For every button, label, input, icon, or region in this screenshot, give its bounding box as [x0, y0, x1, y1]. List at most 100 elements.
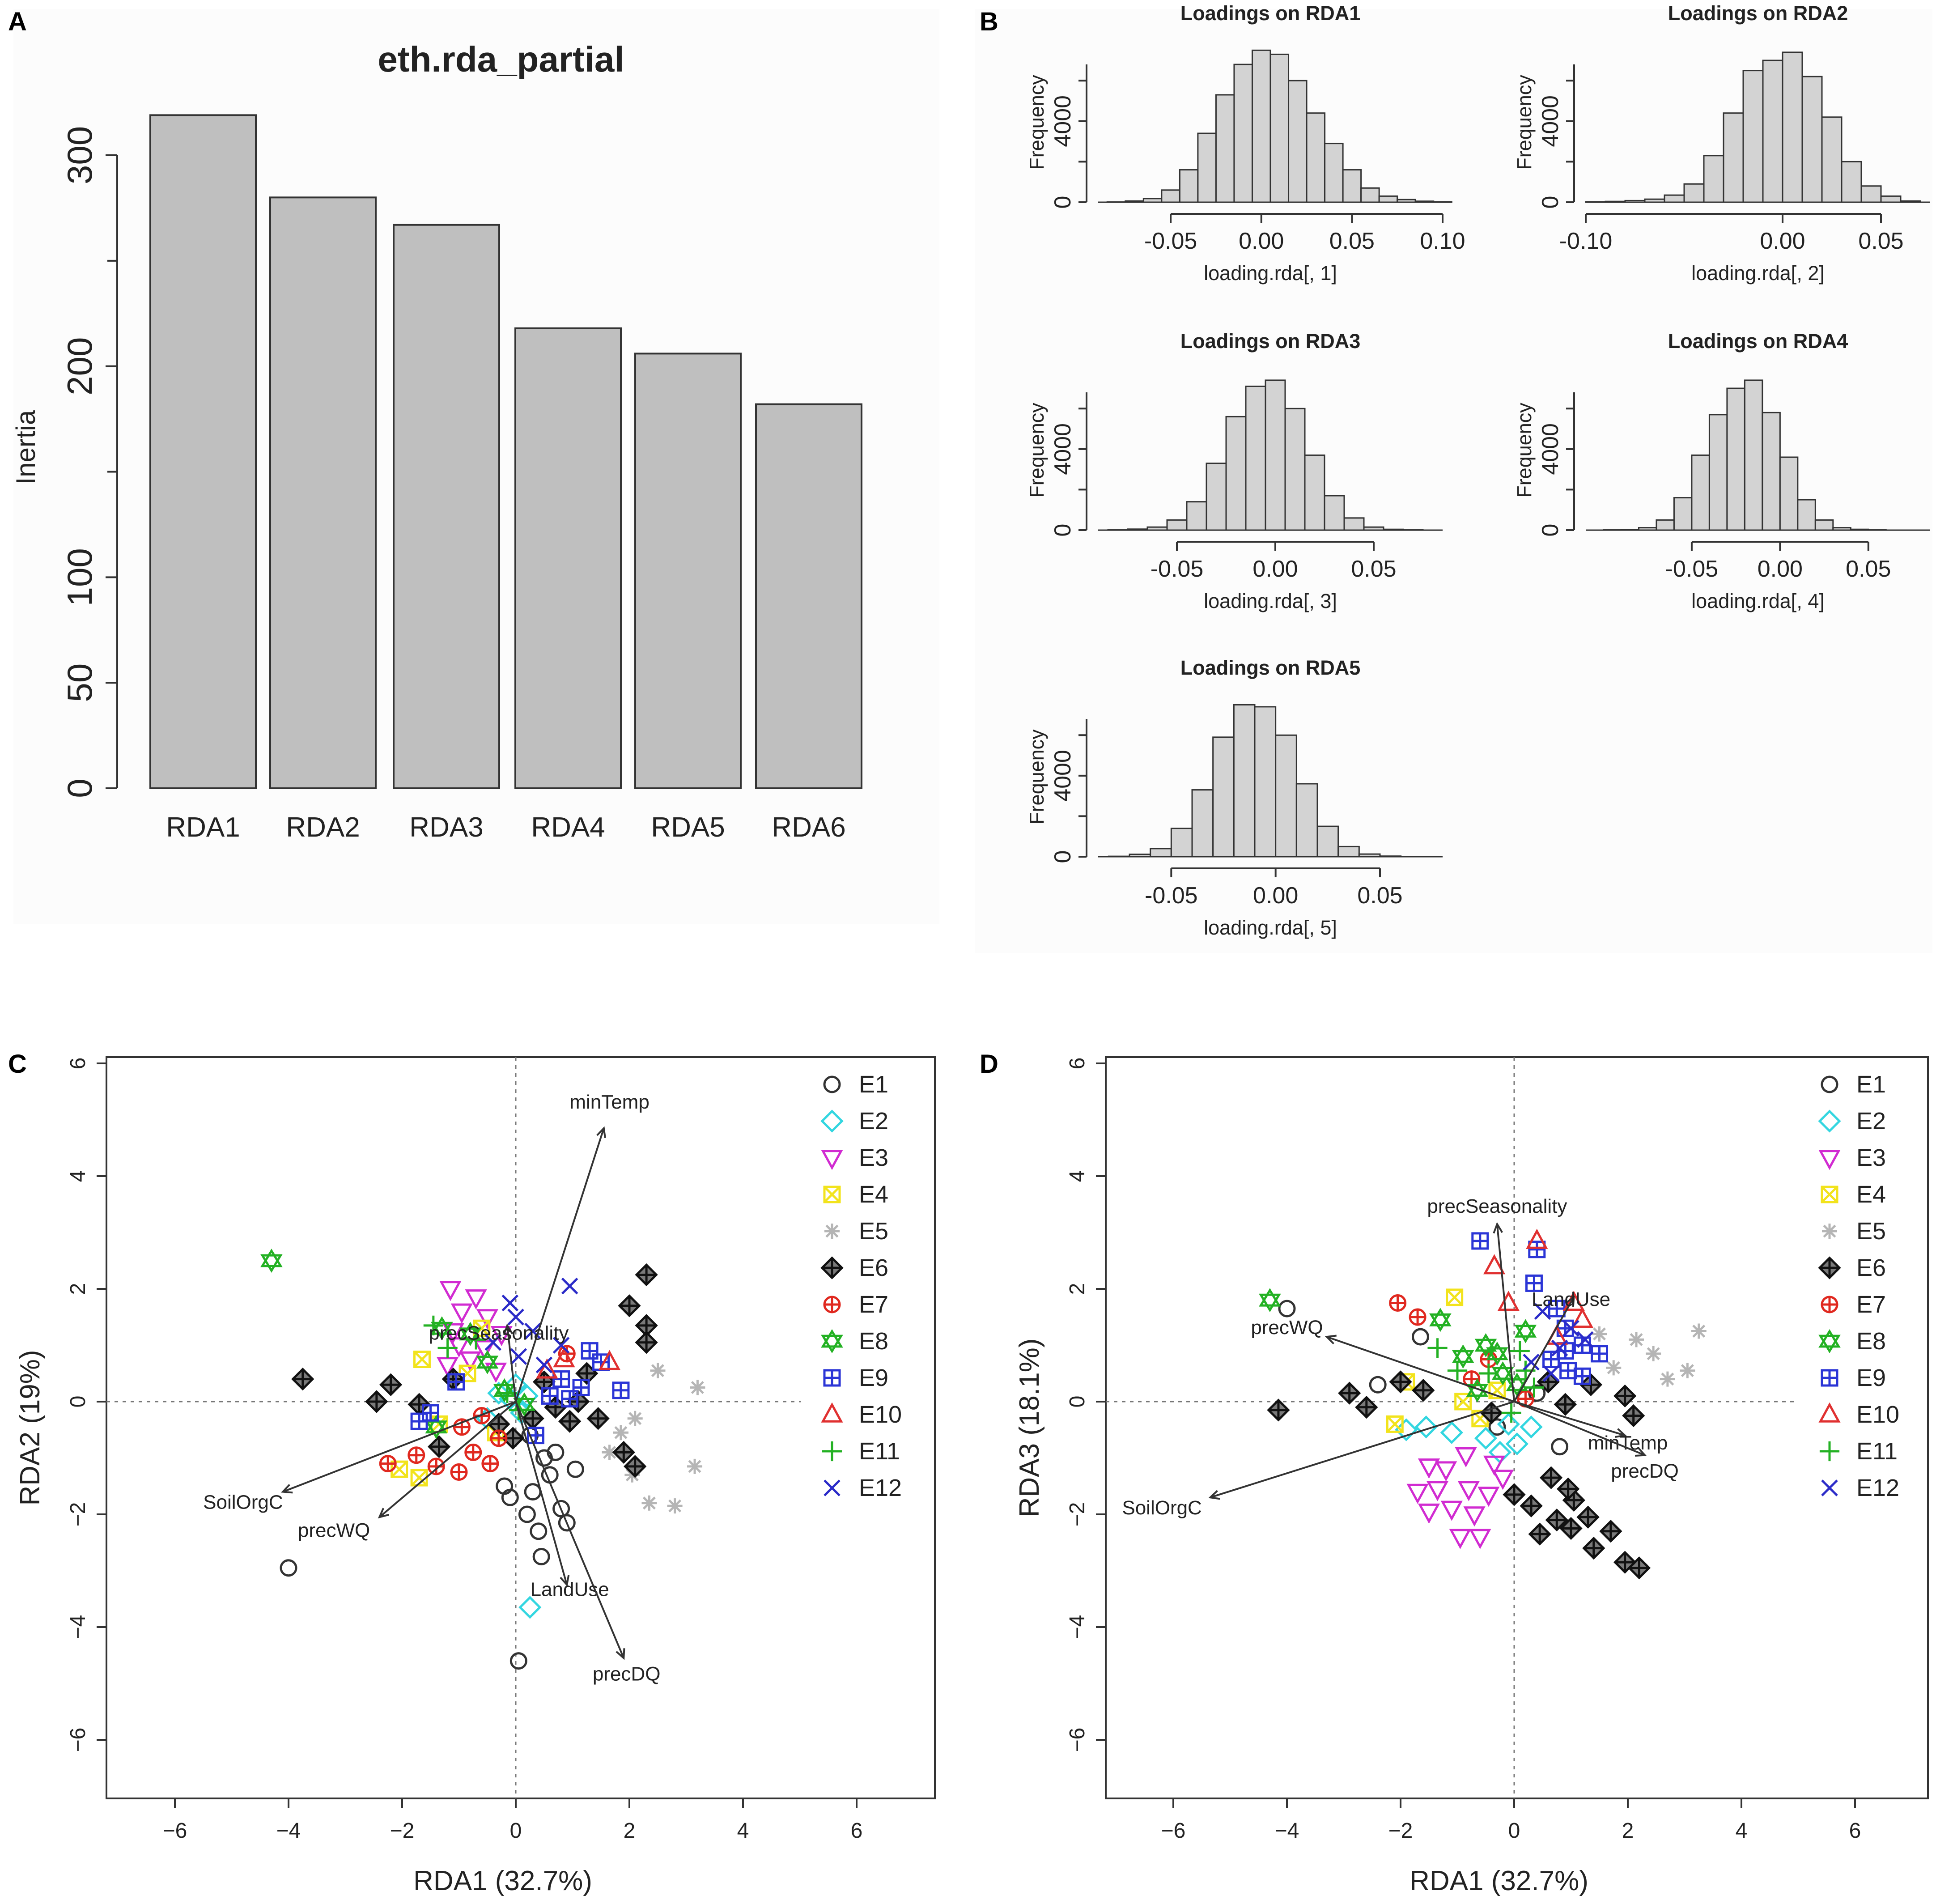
histogram-bar: [1832, 527, 1851, 531]
point-mark: [1491, 1361, 1514, 1380]
histogram-x-tick-label: -0.05: [1145, 883, 1198, 909]
vector-precseasonality: precSeasonality: [1427, 1195, 1567, 1402]
point-mark: [491, 1430, 506, 1446]
data-point: [1528, 1522, 1551, 1546]
point-mark: [824, 1479, 841, 1496]
histogram-bar: [1691, 454, 1710, 531]
data-point: [1406, 1483, 1429, 1504]
x-tick-label: −2: [1388, 1819, 1413, 1843]
histogram-ylabel: Frequency: [1025, 403, 1048, 498]
histogram-bar: [1624, 200, 1646, 203]
data-point: [1582, 1536, 1605, 1560]
point-mark: [1606, 1360, 1622, 1376]
point-mark: [542, 1388, 558, 1404]
histogram-bar: [1797, 499, 1816, 531]
point-mark: [1818, 1329, 1841, 1348]
point-mark: [1491, 1367, 1514, 1386]
point-mark: [1435, 1461, 1457, 1482]
data-point: [612, 1441, 635, 1464]
histogram-bar: [1723, 112, 1744, 203]
data-point: [1821, 1479, 1838, 1496]
data-point: [1554, 1393, 1577, 1416]
point-mark: [1680, 1363, 1695, 1378]
point-mark: [824, 1370, 840, 1386]
point-mark: [497, 1383, 518, 1403]
x-tick-label: 4: [1736, 1819, 1748, 1843]
point-mark: [1818, 1109, 1841, 1133]
vectors-layer: minTemp precSeasonality SoilOrgC precWQ Land…: [203, 1091, 660, 1685]
data-point: [1660, 1371, 1675, 1387]
point-mark: [553, 1347, 575, 1368]
data-point: [624, 1455, 647, 1478]
data-point: [823, 1369, 841, 1387]
legend-label-e7: E7: [859, 1291, 888, 1318]
histogram-rda1: Loadings on RDA1 -0.05 0.00 0.05 0.10 loading…: [1025, 2, 1465, 285]
legend-label-e5: E5: [1856, 1218, 1886, 1245]
histogram-rda5: Loadings on RDA5 -0.05 0.00 0.05 loading.rda…: [1025, 656, 1443, 939]
point-mark: [448, 1337, 470, 1358]
histogram-bar: [1703, 155, 1724, 203]
x-tick-label: 4: [737, 1819, 749, 1843]
point-mark: [459, 1351, 482, 1372]
data-point: [1821, 1296, 1838, 1313]
data-point: [510, 1348, 527, 1365]
point-mark: [260, 1249, 283, 1267]
data-point: [509, 1652, 527, 1670]
histogram-bar: [1197, 132, 1217, 203]
panel-label-c: C: [8, 1050, 27, 1079]
legend-label-e1: E1: [859, 1071, 888, 1098]
histogram-bar: [1397, 199, 1416, 203]
point-mark: [561, 1277, 578, 1295]
data-point: [1526, 1228, 1548, 1249]
point-mark: [411, 1469, 428, 1486]
point-mark: [413, 1351, 431, 1368]
data-point: [1576, 1505, 1600, 1529]
data-point: [291, 1367, 314, 1391]
histogram-y-tick-label: 0: [1537, 524, 1563, 537]
data-point: [602, 1445, 617, 1460]
point-mark: [1474, 1333, 1497, 1352]
data-point: [490, 1326, 513, 1347]
vector-line: [1210, 1401, 1515, 1499]
point-mark: [1504, 1484, 1524, 1504]
data-point: [436, 1357, 459, 1377]
histogram-title: Loadings on RDA1: [1180, 2, 1361, 25]
vector-soilorgc: SoilOrgC: [1122, 1401, 1515, 1519]
point-mark: [451, 1464, 467, 1480]
data-point: [1545, 1508, 1568, 1532]
point-mark: [510, 1348, 527, 1365]
data-point: [476, 1350, 499, 1374]
point-mark: [413, 1351, 431, 1368]
point-mark: [1592, 1346, 1607, 1361]
legend: E1 E2 E3 E4 E5 E6 E7 E8 E9 E10 E11 E12: [820, 1071, 902, 1501]
histogram-bar: [1860, 185, 1882, 203]
x-axis-label: RDA1 (32.7%): [1410, 1866, 1588, 1896]
legend-label-e3: E3: [1856, 1144, 1886, 1171]
data-point: [1819, 1441, 1840, 1462]
vector-label: precDQ: [593, 1663, 661, 1685]
data-point: [1520, 1494, 1543, 1517]
point-mark: [448, 1374, 464, 1390]
data-point: [1455, 1447, 1477, 1468]
histogram-bar: [1306, 112, 1326, 203]
point-mark: [425, 1420, 448, 1439]
data-point: [379, 1373, 403, 1396]
point-mark: [1488, 1418, 1506, 1436]
point-mark: [280, 1559, 297, 1577]
histogram-bar: [1304, 454, 1325, 531]
point-mark: [484, 1362, 507, 1383]
histogram-bar: [1644, 198, 1665, 203]
point-mark: [482, 1456, 498, 1471]
histogram-y-tick-label: 0: [1537, 196, 1563, 209]
panel-d-biplot: −6 −4 −2 0 2 4 6 −6 −4 −2 0 2 4 6 RDA1 (32.7%) RDA3 (18…: [1014, 1056, 1929, 1896]
histogram-bar: [1821, 116, 1843, 203]
vector-arrowhead: [281, 1484, 293, 1494]
data-point: [1446, 1288, 1464, 1306]
point-mark: [381, 1375, 401, 1395]
data-point: [365, 1390, 388, 1413]
point-mark: [423, 1315, 443, 1335]
point-mark: [1410, 1309, 1426, 1325]
bar-chart-title: eth.rda_partial: [378, 39, 624, 79]
point-mark: [598, 1350, 621, 1370]
data-point: [484, 1334, 501, 1351]
